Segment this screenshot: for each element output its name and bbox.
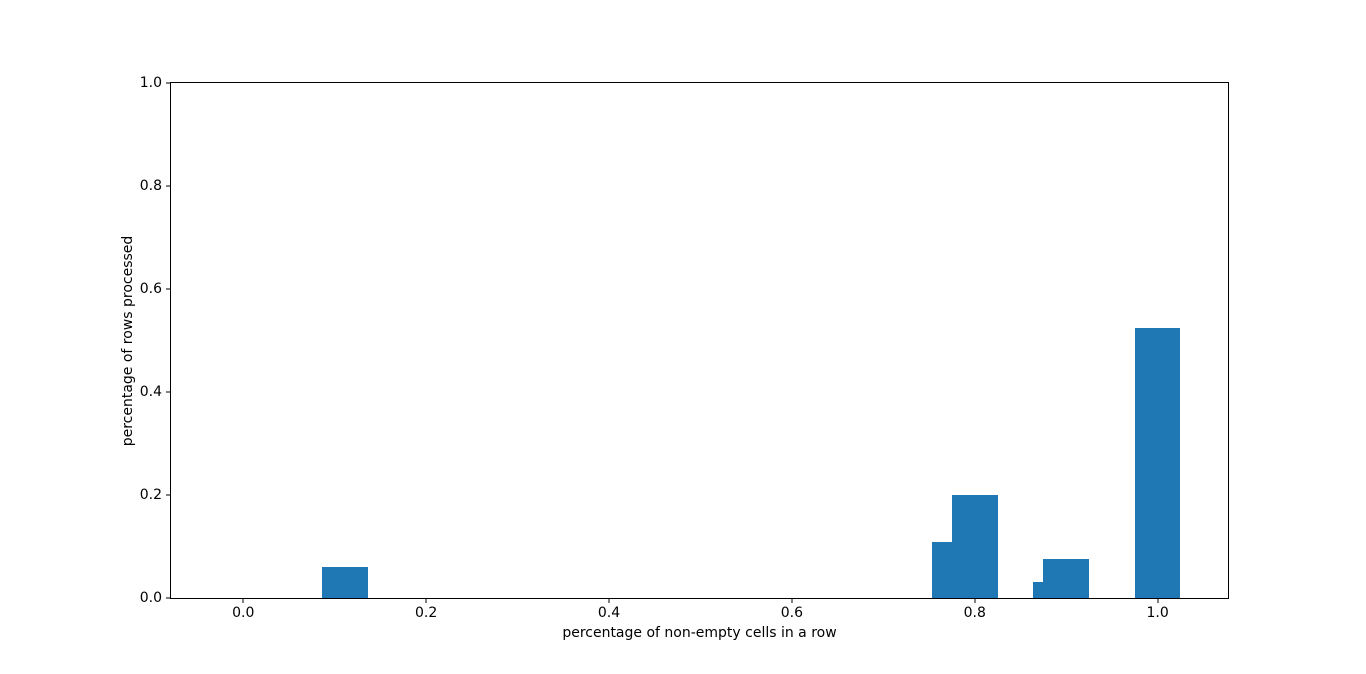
x-tick-label: 1.0: [1146, 605, 1169, 621]
y-tick-mark: [166, 597, 171, 599]
bar: [321, 566, 368, 598]
bars-layer: [171, 83, 1228, 598]
x-tick-mark: [791, 598, 793, 603]
y-tick-mark: [166, 494, 171, 496]
x-axis-label: percentage of non-empty cells in a row: [562, 625, 837, 641]
x-tick-mark: [425, 598, 427, 603]
x-tick-mark: [242, 598, 244, 603]
x-tick-label: 0.4: [597, 605, 621, 621]
y-tick-label: 0.8: [139, 178, 162, 194]
y-tick-label: 0.6: [139, 281, 162, 297]
y-tick-label: 0.2: [139, 487, 162, 503]
x-tick-label: 0.2: [414, 605, 438, 621]
x-tick-mark: [974, 598, 976, 603]
y-tick-mark: [166, 288, 171, 290]
x-tick-label: 0.8: [963, 605, 986, 621]
bar: [1043, 558, 1089, 598]
y-tick-mark: [166, 82, 171, 84]
bar: [951, 494, 998, 598]
y-tick-label: 0.0: [139, 590, 162, 606]
y-tick-label: 1.0: [139, 75, 162, 91]
plot-area: percentage of non-empty cells in a row p…: [120, 76, 1229, 640]
x-tick-mark: [1157, 598, 1159, 603]
y-tick-label: 0.4: [139, 384, 162, 400]
x-tick-label: 0.0: [232, 605, 255, 621]
y-axis-label: percentage of rows processed: [120, 235, 136, 446]
x-tick-mark: [608, 598, 610, 603]
x-tick-label: 0.6: [780, 605, 803, 621]
y-tick-mark: [166, 391, 171, 393]
y-tick-mark: [166, 185, 171, 187]
bar: [1134, 327, 1181, 598]
